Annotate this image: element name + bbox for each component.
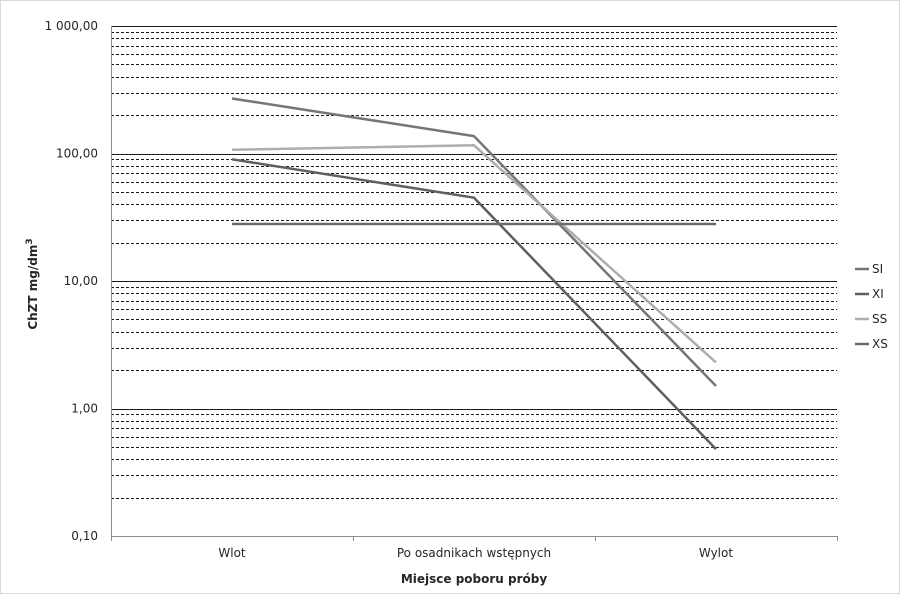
y-tick-label: 10,00 — [64, 274, 98, 288]
x-tick-label: Wylot — [699, 546, 733, 560]
x-tick-labels: Wlot Po osadnikach wstępnych Wylot — [218, 546, 733, 560]
y-axis-title-superscript: 3 — [25, 238, 35, 244]
y-tick-label: 1,00 — [71, 402, 98, 416]
y-tick-label: 100,00 — [56, 147, 98, 161]
x-tick-label: Po osadnikach wstępnych — [397, 546, 551, 560]
legend: SI XI SS XS — [855, 262, 888, 351]
axes — [111, 26, 838, 541]
y-tick-label: 0,10 — [71, 529, 98, 543]
y-tick-label: 1 000,00 — [45, 19, 98, 33]
series-line-ss — [231, 144, 717, 364]
legend-label-xi: XI — [872, 287, 884, 301]
legend-label-si: SI — [872, 262, 883, 276]
series-line-si — [231, 97, 717, 387]
legend-label-xs: XS — [872, 337, 888, 351]
y-axis-title: ChZT mg/dm3 — [25, 238, 40, 329]
gridlines — [111, 26, 837, 537]
y-axis-title-main: ChZT mg/dm — [26, 245, 40, 330]
x-tick-label: Wlot — [218, 546, 246, 560]
y-tick-labels: 0,10 1,00 10,00 100,00 1 000,00 — [45, 19, 98, 543]
series-lines — [231, 97, 717, 450]
series-line-xi — [231, 158, 717, 450]
x-axis-title: Miejsce poboru próby — [401, 572, 548, 586]
legend-label-ss: SS — [872, 312, 887, 326]
